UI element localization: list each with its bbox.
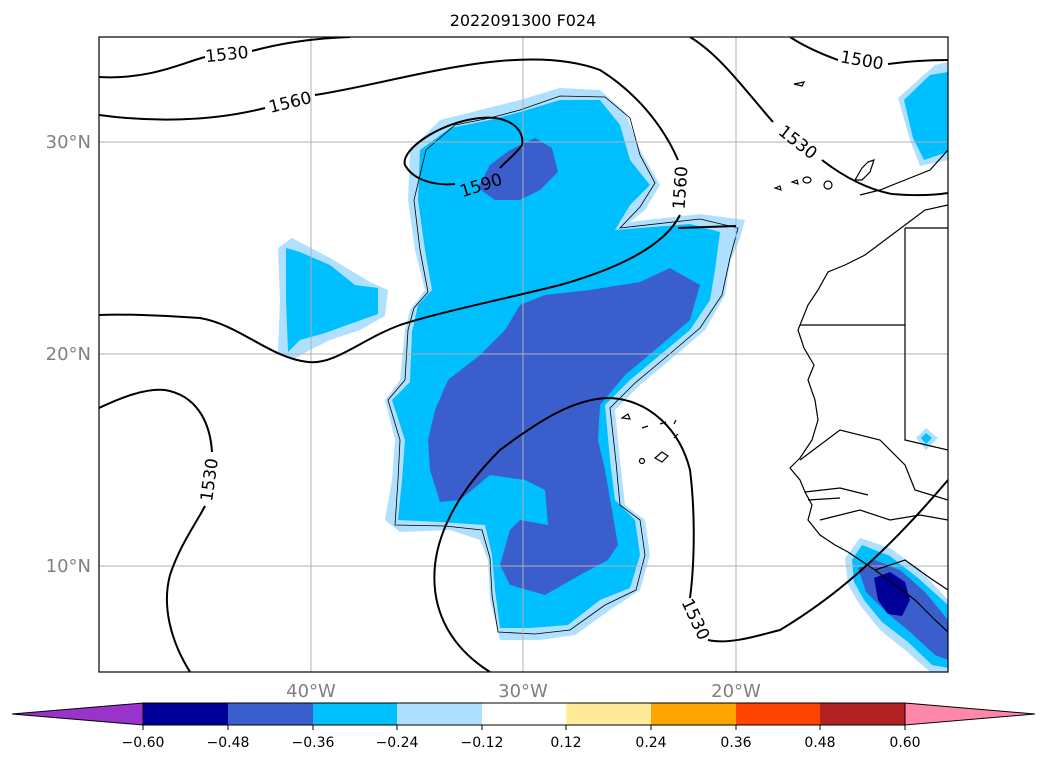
cape-verde-1 — [620, 413, 631, 420]
madeira-island — [793, 81, 806, 87]
cape-verde-5 — [638, 457, 646, 465]
contour-1530-west — [99, 388, 213, 672]
plot-frame — [98, 36, 949, 673]
colorbar-tick-label: −0.60 — [122, 735, 165, 751]
lon-label-40w: 40°W — [286, 681, 336, 702]
shade-main-strong — [428, 268, 700, 595]
contour-1590 — [403, 116, 524, 186]
contour-1560-north — [99, 58, 681, 364]
lat-labels: 30°N 20°N 10°N — [46, 132, 91, 577]
contour-1530-center — [433, 396, 948, 672]
plot-area: 1530 1560 1500 1530 1590 1560 1530 1530 — [99, 37, 948, 672]
coast-iberia — [859, 149, 948, 196]
canary-island-2 — [790, 179, 799, 185]
figure-title: 2022091300 F024 — [450, 11, 597, 30]
lon-labels: 40°W 30°W 20°W — [286, 681, 761, 702]
border-sierra-leone — [874, 559, 948, 591]
shade-se-extreme — [874, 572, 910, 616]
cape-verde-6 — [653, 451, 669, 463]
contour-1500 — [789, 37, 948, 65]
islands — [620, 81, 875, 465]
colorbar: −0.60 −0.48 −0.36 −0.24 −0.12 0.12 0.24 … — [11, 702, 1036, 751]
lat-label-30n: 30°N — [46, 132, 91, 153]
canary-island-4 — [823, 180, 833, 190]
border-guinea — [819, 509, 948, 521]
colorbar-bin — [651, 703, 736, 725]
colorbar-tick-label: 0.36 — [720, 735, 751, 751]
colorbar-tick-label: 0.48 — [804, 735, 835, 751]
contour-label: 1530 — [204, 43, 249, 67]
colorbar-ticks — [142, 725, 906, 730]
colorbar-extend-high — [904, 702, 1036, 726]
lat-label-10n: 10°N — [46, 556, 91, 577]
colorbar-bin — [820, 703, 905, 725]
contour-1530-east — [689, 37, 948, 197]
colorbar-tick-label: −0.24 — [376, 735, 419, 751]
colorbar-bin — [736, 703, 820, 725]
lon-label-30w: 30°W — [498, 681, 548, 702]
colorbar-tick-label: 0.60 — [889, 735, 920, 751]
anomaly-outline — [387, 95, 739, 635]
shade-west-mid — [286, 248, 378, 352]
contours — [99, 37, 948, 672]
shade-mali-mid — [921, 433, 932, 444]
border-gambia — [804, 487, 869, 501]
canary-island-5 — [853, 159, 875, 181]
colorbar-tick-label: 0.24 — [635, 735, 666, 751]
contour-1560-east — [677, 225, 737, 229]
colorbar-extend-low — [11, 702, 144, 726]
lon-label-20w: 20°W — [711, 681, 761, 702]
colorbar-bin — [313, 703, 397, 725]
colorbar-bin — [397, 703, 482, 725]
colorbar-bin — [566, 703, 651, 725]
colorbar-tick-label: −0.48 — [207, 735, 250, 751]
colorbar-bin — [143, 703, 228, 725]
contour-label: 1560 — [670, 166, 693, 211]
border-senegal — [799, 429, 948, 501]
coastlines — [789, 149, 948, 633]
colorbar-tick-label: 0.12 — [550, 735, 581, 751]
colorbar-bin — [228, 703, 313, 725]
canary-island-3 — [802, 176, 812, 184]
border-mauritania-mali — [904, 325, 948, 451]
colorbar-bin — [482, 703, 566, 725]
lat-label-20n: 20°N — [46, 344, 91, 365]
shade-upper-strong — [478, 138, 558, 200]
colorbar-frame — [142, 702, 906, 726]
cape-verde-3 — [659, 421, 667, 425]
africa-coastline — [789, 204, 948, 633]
shaded-anomaly — [278, 62, 948, 672]
colorbar-tick-label: −0.12 — [461, 735, 504, 751]
shade-ne-mid — [904, 72, 948, 160]
cape-verde-2 — [641, 425, 649, 429]
canary-island-1 — [773, 185, 782, 191]
colorbar-tick-label: −0.36 — [292, 735, 335, 751]
